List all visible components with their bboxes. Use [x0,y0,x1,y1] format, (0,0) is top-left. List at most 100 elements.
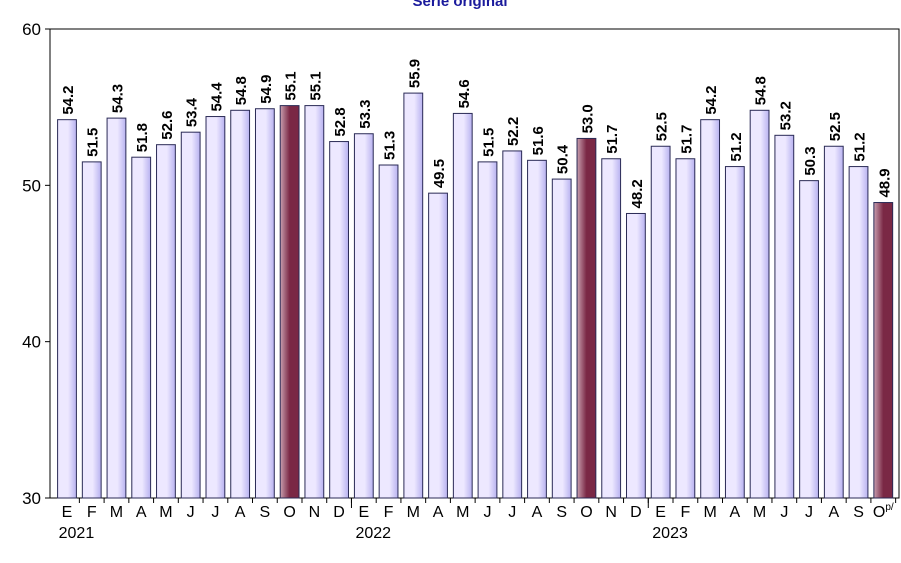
x-tick-label: S [853,504,864,521]
x-tick-label: F [384,504,394,521]
x-tick-label: M [753,504,766,521]
x-tick-label: E [358,504,369,521]
x-tick-label: S [556,504,567,521]
data-label: 53.2 [777,101,794,130]
bar [353,133,374,499]
data-label: 54.3 [109,84,126,113]
x-tick-label: A [235,504,246,521]
bar [230,109,251,499]
data-label: 55.1 [283,71,300,100]
bar [527,159,547,499]
x-tick-label: F [87,504,97,521]
data-label: 52.6 [159,110,176,139]
y-tick-label: 40 [22,333,41,352]
bar [205,116,226,499]
data-label: 55.9 [406,59,423,88]
x-tick-label: D [630,504,642,521]
data-label: 51.2 [728,132,745,161]
y-tick-label: 30 [22,489,41,508]
data-label: 54.4 [208,82,225,112]
data-label: 48.2 [629,179,646,208]
year-label: 2021 [59,525,95,542]
data-label: 52.5 [654,112,671,141]
x-tick-label: J [780,504,788,521]
x-tick-label: A [730,504,741,521]
bar [650,145,671,499]
bar [477,161,498,499]
x-tick-label: M [456,504,469,521]
data-label: 51.5 [85,128,102,157]
data-label: 50.4 [555,144,572,174]
x-tick-label: E [62,504,73,521]
preliminary-marker: p/ [885,502,894,513]
bar [329,141,349,499]
data-label: 52.2 [505,117,522,146]
data-label: 54.6 [456,79,473,108]
data-label: 51.7 [604,125,621,154]
x-tick-label: A [532,504,543,521]
bar [873,202,894,499]
bar [304,105,325,499]
data-label: 54.2 [703,85,720,114]
data-label: 48.9 [876,168,893,197]
x-tick-label: N [605,504,617,521]
data-label: 51.2 [852,132,869,161]
x-tick-label: A [828,504,839,521]
data-label: 53.4 [184,97,201,127]
bar [799,180,819,499]
data-label: 51.3 [382,131,399,160]
x-tick-label: A [433,504,444,521]
x-tick-label: N [309,504,321,521]
x-tick-label: A [136,504,147,521]
data-label: 54.9 [258,75,275,104]
x-tick-label: M [407,504,420,521]
year-label: 2022 [355,525,391,542]
data-label: 53.0 [579,104,596,133]
data-label: 52.5 [827,112,844,141]
x-tick-label: J [484,504,492,521]
x-tick-label: O [580,504,592,521]
bar [378,164,399,499]
x-tick-label: S [260,504,271,521]
data-label: 51.8 [134,123,151,152]
x-tick-label: M [159,504,172,521]
data-label: 55.1 [307,71,324,100]
data-label: 53.3 [357,100,374,129]
data-label: 51.5 [481,128,498,157]
x-tick-label: D [333,504,345,521]
data-label: 54.2 [60,85,77,114]
y-tick-label: 50 [22,176,41,195]
x-tick-label: O [283,504,295,521]
data-label: 54.8 [233,76,250,105]
x-tick-label: E [655,504,666,521]
data-label: 54.8 [753,76,770,105]
bar [428,192,448,499]
bar [156,144,176,499]
bar [180,131,201,499]
bar [254,108,275,499]
bar [675,158,696,499]
chart-title: Serie original [412,0,507,10]
x-tick-label: M [703,504,716,521]
x-tick-label: J [211,504,219,521]
bar [601,158,622,499]
bar [700,119,721,499]
bar [848,166,869,499]
bar [106,117,127,499]
data-label: 51.6 [530,126,547,155]
bar [502,150,523,499]
data-label: 49.5 [431,159,448,188]
bar [551,178,572,499]
data-label: 51.7 [678,125,695,154]
bar [452,112,473,499]
y-tick-label: 60 [22,20,41,39]
x-tick-label: J [187,504,195,521]
plot-area [49,28,900,499]
bar [823,145,844,499]
bar [131,156,152,499]
x-tick-label: F [680,504,690,521]
year-label: 2023 [652,525,688,542]
bar [57,119,77,499]
bar [749,109,770,499]
